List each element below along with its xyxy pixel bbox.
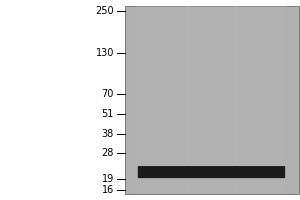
Text: 70: 70	[102, 89, 114, 99]
FancyBboxPatch shape	[138, 166, 188, 178]
Text: 38: 38	[102, 129, 114, 139]
Bar	[136, 6, 190, 194]
Text: 19: 19	[102, 174, 114, 184]
Text: 130: 130	[96, 48, 114, 58]
Text: B: B	[208, 0, 215, 2]
Text: 250: 250	[95, 6, 114, 16]
Text: 51: 51	[102, 109, 114, 119]
Text: 16: 16	[102, 185, 114, 195]
Text: C: C	[256, 0, 264, 2]
Bar	[233, 6, 287, 194]
Text: A: A	[159, 0, 166, 2]
FancyBboxPatch shape	[187, 166, 236, 178]
Bar	[185, 6, 238, 194]
Text: 28: 28	[102, 148, 114, 158]
FancyBboxPatch shape	[235, 166, 285, 178]
Text: kDa: kDa	[91, 0, 114, 2]
Bar	[124, 6, 298, 194]
